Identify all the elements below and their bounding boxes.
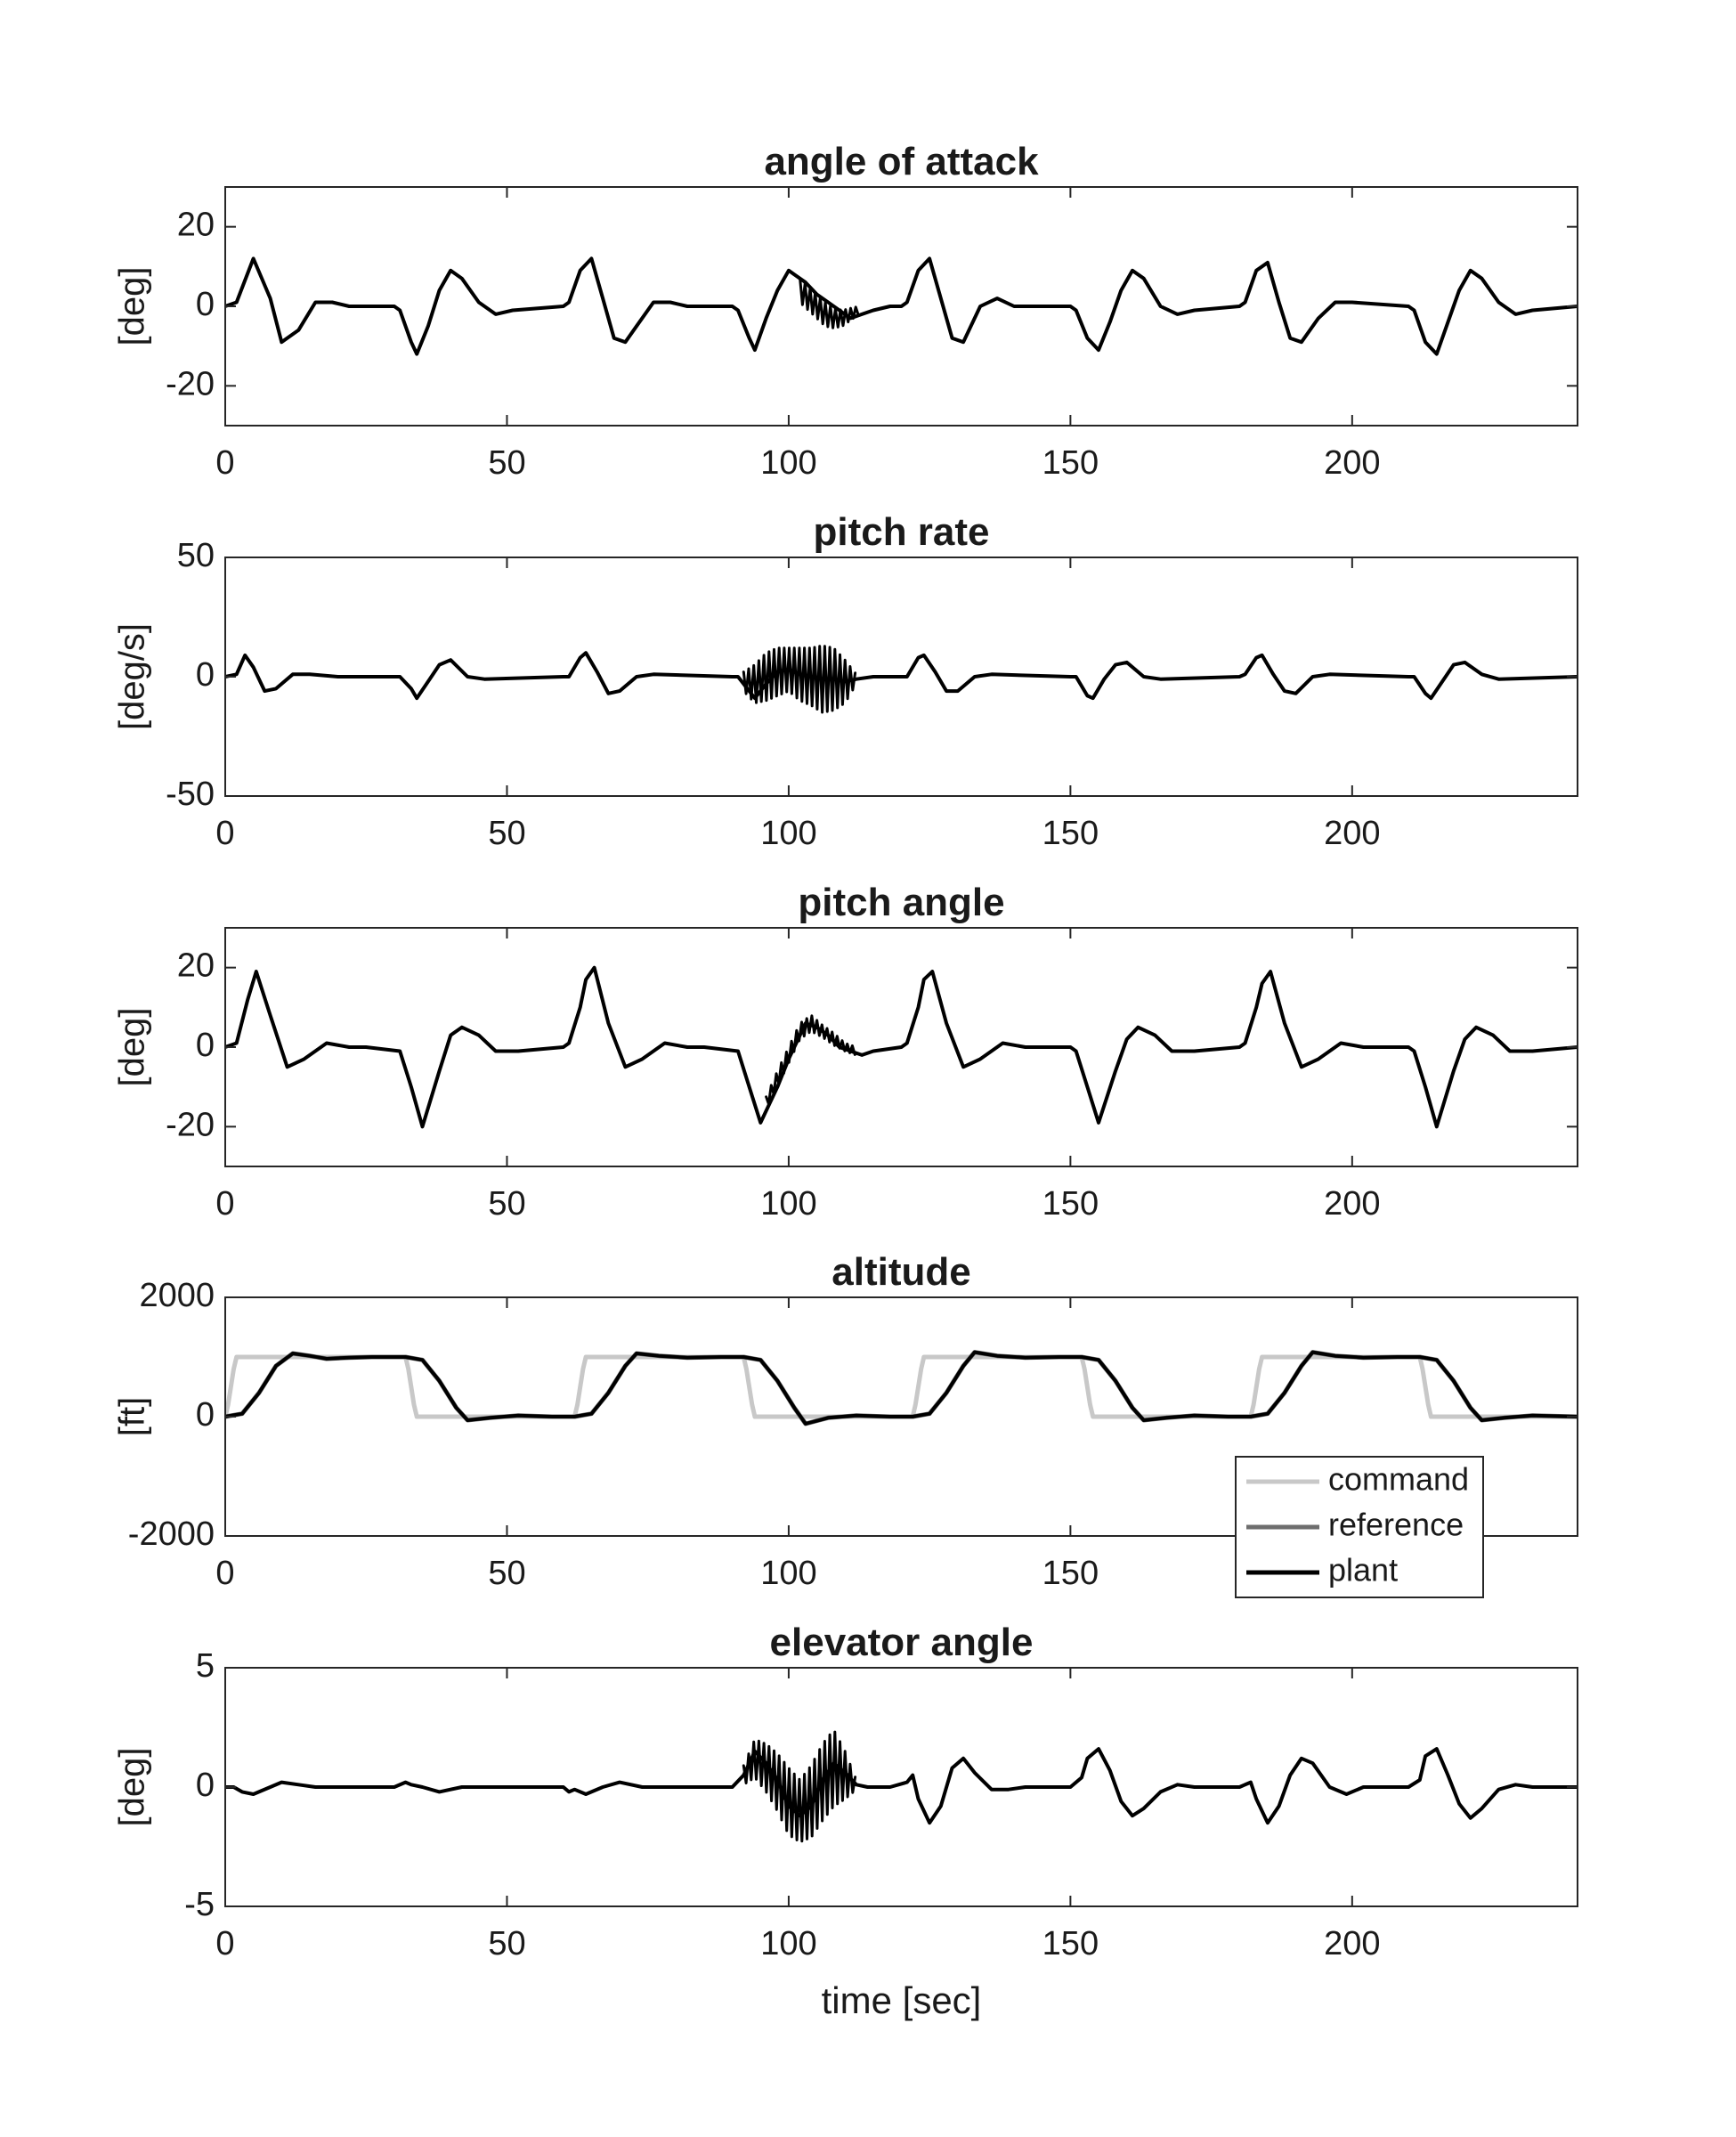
subplot-angle-of-attack-ytick-label: -20 [166,365,215,402]
subplot-pitch-angle-series-group [225,965,1578,1129]
subplot-angle-of-attack-oscillation-line [799,277,860,329]
subplot-altitude: altitude[ft]050100150200-200002000comman… [113,1250,1578,1598]
subplot-pitch-rate-ytick-label: 50 [177,537,215,574]
subplot-pitch-rate-series-group [225,645,1578,714]
subplot-altitude-legend: command reference plant [1235,1456,1484,1598]
subplot-pitch-angle-xtick-label: 150 [1042,1185,1099,1223]
subplot-altitude-title: altitude [831,1250,970,1294]
legend-label-command: command [1328,1461,1469,1498]
subplot-elevator-angle-xtick-label: 100 [760,1925,816,1962]
legend-label-plant: plant [1328,1552,1398,1589]
subplot-pitch-angle-xtick-label: 100 [760,1185,816,1223]
subplot-pitch-angle-series-line [225,965,1578,1129]
subplot-angle-of-attack-xtick-label: 50 [488,444,525,482]
subplot-angle-of-attack-series-line [225,256,1578,356]
subplot-elevator-angle-ytick-label: 0 [196,1767,215,1804]
subplot-elevator-angle-ytick-label: -5 [184,1886,215,1923]
subplot-elevator-angle-xlabel: time [sec] [822,1979,982,2021]
subplot-angle-of-attack-xtick-label: 100 [760,444,816,482]
subplot-pitch-angle: pitch angle [deg] 0 50 100 150 200 -20 0 20 [113,881,1578,1223]
subplot-pitch-rate-xtick-label: 150 [1042,815,1099,852]
subplot-pitch-rate-oscillation-line [742,645,857,714]
subplot-pitch-rate-ytick-label: 0 [196,656,215,694]
subplot-altitude-xtick-label: 0 [215,1555,234,1592]
subplot-pitch-rate-xtick-label: 50 [488,815,525,852]
subplot-angle-of-attack-ytick-label: 0 [196,286,215,323]
subplot-angle-of-attack-xtick-label: 0 [215,444,234,482]
subplot-pitch-rate-title: pitch rate [813,510,989,554]
subplot-angle-of-attack-title: angle of attack [764,140,1039,183]
subplot-pitch-angle-oscillation-line [765,1014,856,1106]
subplot-altitude-xtick-label: 100 [760,1555,816,1592]
subplot-elevator-angle-title: elevator angle [770,1621,1034,1664]
subplot-pitch-angle-xtick-label: 200 [1324,1185,1380,1223]
subplot-pitch-angle-ytick-label: 20 [177,947,215,985]
subplot-angle-of-attack: angle of attack [deg] 0 50 100 150 200 -20 0 20 [113,140,1578,482]
subplots: angle of attack[deg]0 50 100 150 200-20020pi… [113,140,1578,2021]
subplot-angle-of-attack-ylabel: [deg] [113,267,152,346]
subplot-pitch-angle-ytick-label: -20 [166,1106,215,1143]
subplot-pitch-angle-xtick-label: 50 [488,1185,525,1223]
subplot-elevator-angle: elevator angle[deg]time [sec]0 50 100 150 20… [113,1621,1578,2021]
subplot-elevator-angle-xtick-label: 0 [215,1925,234,1962]
subplot-elevator-angle-series-line [225,1747,1578,1825]
subplot-angle-of-attack-ytick-label: 20 [177,207,215,244]
subplot-pitch-rate-ylabel: [deg/s] [113,623,152,730]
subplot-altitude-ylabel: [ft] [113,1397,152,1436]
subplot-angle-of-attack-xtick-label: 200 [1324,444,1380,482]
subplot-elevator-angle-xtick-label: 200 [1324,1925,1380,1962]
subplot-elevator-angle-xtick-label: 50 [488,1925,525,1962]
subplot-elevator-angle-ylabel: [deg] [113,1748,152,1827]
subplot-pitch-rate-xtick-label: 100 [760,815,816,852]
subplot-elevator-angle-oscillation-line [742,1730,857,1843]
subplot-altitude-xtick-label: 50 [488,1555,525,1592]
subplot-pitch-rate-xtick-label: 200 [1324,815,1380,852]
subplot-angle-of-attack-series-group [225,256,1578,356]
subplot-elevator-angle-ytick-label: 5 [196,1647,215,1685]
subplot-pitch-angle-ylabel: [deg] [113,1008,152,1087]
subplot-pitch-angle-title: pitch angle [798,881,1004,924]
subplot-pitch-rate-ytick-label: -50 [166,776,215,813]
subplot-altitude-series-group [225,1350,1578,1426]
subplot-elevator-angle-series-group [225,1730,1578,1843]
subplot-altitude-ytick-label: 0 [196,1396,215,1434]
subplot-pitch-rate-series-line [225,651,1578,701]
subplot-elevator-angle-xtick-label: 150 [1042,1925,1099,1962]
subplot-pitch-rate-xtick-label: 0 [215,815,234,852]
subplot-pitch-angle-ytick-label: 0 [196,1027,215,1064]
subplot-pitch-angle-xtick-label: 0 [215,1185,234,1223]
legend-label-reference: reference [1328,1507,1464,1543]
subplot-altitude-ytick-label: 2000 [139,1277,215,1314]
subplot-altitude-ytick-label: -2000 [128,1515,215,1553]
subplot-altitude-xtick-label: 150 [1042,1555,1099,1592]
subplot-angle-of-attack-xtick-label: 150 [1042,444,1099,482]
subplot-altitude-series-plant [225,1350,1578,1426]
